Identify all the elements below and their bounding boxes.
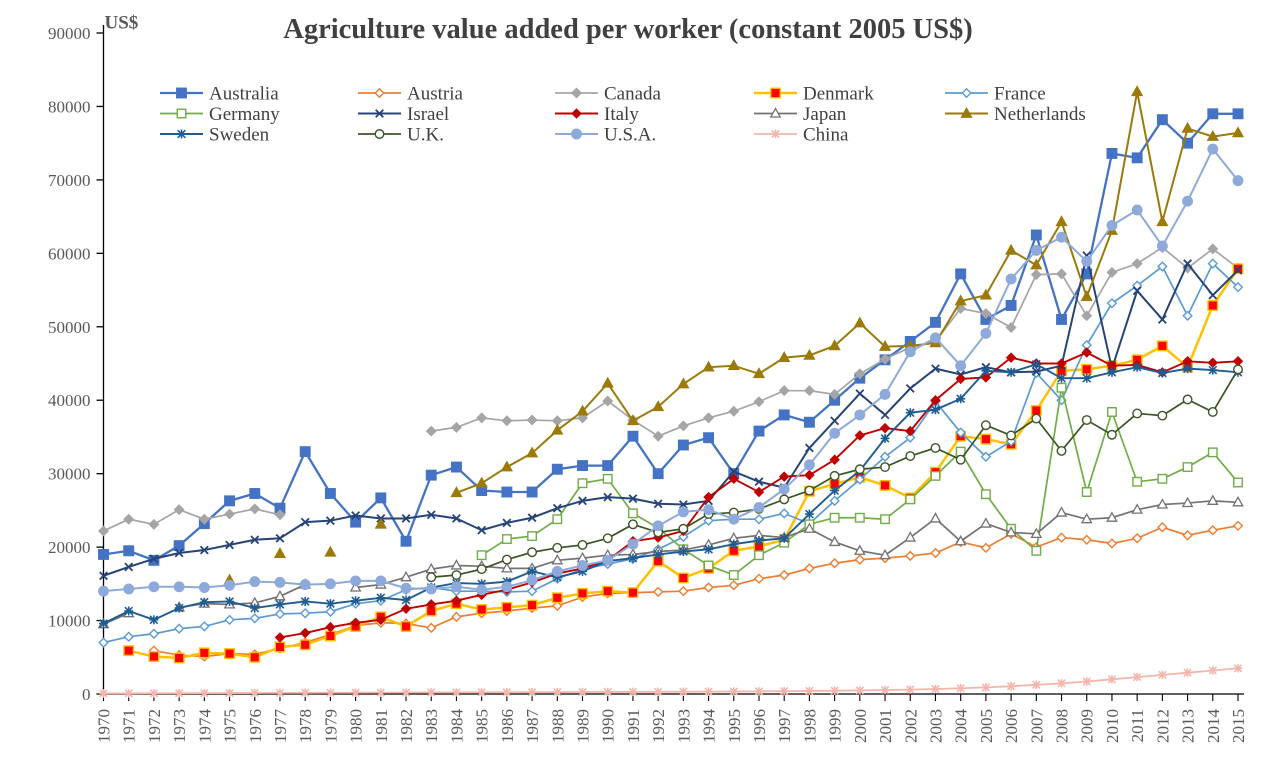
svg-text:2007: 2007 [1027,709,1046,744]
svg-text:1992: 1992 [649,709,668,743]
svg-text:U.K.: U.K. [407,125,444,146]
svg-text:Agriculture value added per wo: Agriculture value added per worker (cons… [283,14,973,45]
svg-text:Japan: Japan [803,104,847,125]
svg-text:1995: 1995 [725,709,744,743]
svg-text:1999: 1999 [826,709,845,743]
svg-text:Denmark: Denmark [803,84,874,105]
svg-text:50000: 50000 [48,318,91,337]
svg-text:2010: 2010 [1103,709,1122,743]
svg-text:1990: 1990 [599,709,618,743]
svg-text:1991: 1991 [624,709,643,743]
svg-text:20000: 20000 [48,538,91,557]
svg-text:1977: 1977 [271,709,290,744]
svg-text:France: France [994,84,1046,105]
svg-text:80000: 80000 [48,97,91,116]
svg-text:Sweden: Sweden [209,125,270,146]
svg-text:2006: 2006 [1002,709,1021,743]
svg-text:2004: 2004 [952,709,971,744]
svg-text:2013: 2013 [1179,709,1198,743]
svg-text:70000: 70000 [48,171,91,190]
svg-text:1980: 1980 [347,709,366,743]
svg-text:1974: 1974 [195,709,214,744]
svg-text:1989: 1989 [574,709,593,743]
svg-text:30000: 30000 [48,465,91,484]
svg-text:2011: 2011 [1128,709,1147,742]
svg-text:1993: 1993 [674,709,693,743]
svg-text:China: China [803,125,849,146]
svg-text:1996: 1996 [750,709,769,743]
svg-text:1987: 1987 [523,709,542,744]
svg-text:2000: 2000 [851,709,870,743]
svg-text:Australia: Australia [209,84,279,105]
svg-text:U.S.A.: U.S.A. [604,125,656,146]
svg-text:2003: 2003 [926,709,945,743]
svg-text:1982: 1982 [397,709,416,743]
svg-text:2009: 2009 [1078,709,1097,743]
svg-text:1998: 1998 [800,709,819,743]
svg-text:1979: 1979 [321,709,340,743]
svg-text:1985: 1985 [473,709,492,743]
svg-text:Italy: Italy [604,104,639,125]
svg-text:1970: 1970 [95,709,114,743]
svg-text:1994: 1994 [700,709,719,744]
svg-text:1981: 1981 [372,709,391,743]
svg-text:2001: 2001 [876,709,895,743]
svg-text:Israel: Israel [407,104,449,125]
svg-text:1984: 1984 [447,709,466,744]
svg-text:1976: 1976 [246,709,265,743]
svg-text:2014: 2014 [1204,709,1223,744]
svg-text:0: 0 [82,685,91,704]
svg-text:90000: 90000 [48,24,91,43]
svg-text:1975: 1975 [221,709,240,743]
svg-text:60000: 60000 [48,244,91,263]
svg-text:1971: 1971 [120,709,139,743]
svg-text:1983: 1983 [422,709,441,743]
svg-text:2012: 2012 [1153,709,1172,743]
svg-text:2015: 2015 [1229,709,1248,743]
svg-text:Austria: Austria [407,84,464,105]
svg-text:Canada: Canada [604,84,662,105]
svg-text:40000: 40000 [48,391,91,410]
svg-text:Netherlands: Netherlands [994,104,1086,125]
svg-text:Germany: Germany [209,104,280,125]
svg-text:1972: 1972 [145,709,164,743]
svg-text:1973: 1973 [170,709,189,743]
svg-text:1997: 1997 [775,709,794,744]
svg-text:2005: 2005 [977,709,996,743]
svg-text:2008: 2008 [1053,709,1072,743]
svg-text:2002: 2002 [901,709,920,743]
svg-text:US$: US$ [105,13,139,34]
svg-text:10000: 10000 [48,612,91,631]
svg-text:1978: 1978 [296,709,315,743]
svg-text:1988: 1988 [548,709,567,743]
svg-text:1986: 1986 [498,709,517,743]
